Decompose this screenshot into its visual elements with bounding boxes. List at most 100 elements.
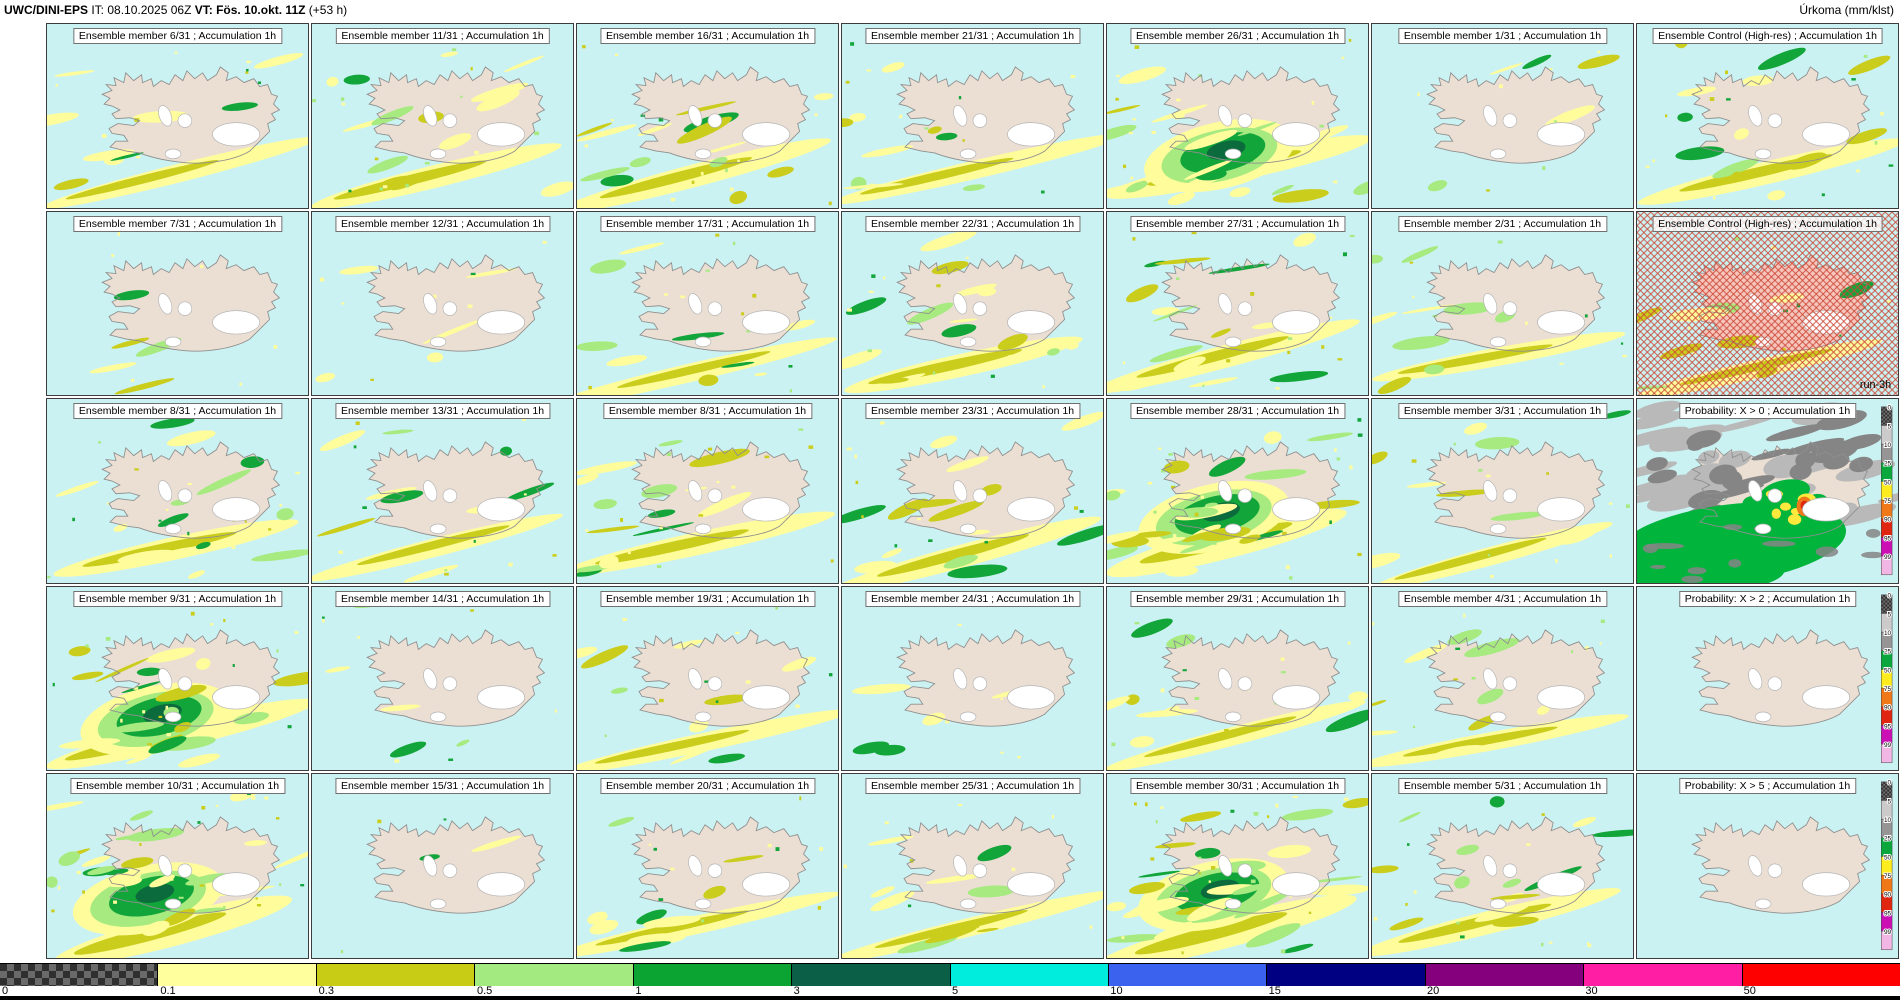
legend-label: 0.3 bbox=[318, 985, 334, 997]
probability-colorbar-label: 50 bbox=[1884, 667, 1892, 674]
legend-label: 1 bbox=[635, 985, 642, 997]
map-panel: Ensemble member 19/31 ; Accumulation 1h bbox=[576, 585, 839, 772]
map-panel: Ensemble member 8/31 ; Accumulation 1h bbox=[576, 398, 839, 584]
panel-title: Ensemble member 23/31 ; Accumulation 1h bbox=[864, 403, 1081, 420]
legend-label: 30 bbox=[1585, 985, 1598, 997]
legend-band bbox=[1267, 964, 1426, 986]
probability-colorbar: 0 5 10 25 50 75 90 95 99 bbox=[1881, 779, 1893, 951]
map-panel: Ensemble member 29/31 ; Accumulation 1h bbox=[1106, 585, 1369, 772]
map-panel: Ensemble Control (High-res) ; Accumulati… bbox=[1636, 23, 1899, 209]
legend-label: 10 bbox=[1110, 985, 1123, 997]
legend-band bbox=[950, 964, 1109, 986]
panel-title: Probability: X > 2 ; Accumulation 1h bbox=[1678, 590, 1857, 607]
legend-band bbox=[475, 964, 634, 986]
panel-title: Ensemble member 21/31 ; Accumulation 1h bbox=[864, 28, 1081, 44]
header-text-segment: VT: Fös. 10.okt. 11Z bbox=[194, 3, 309, 17]
probability-colorbar-label: 50 bbox=[1884, 855, 1892, 862]
glacier-areas bbox=[158, 480, 261, 535]
glacier-areas bbox=[688, 480, 791, 535]
probability-colorbar-label: 10 bbox=[1884, 630, 1892, 637]
probability-colorbar-label: 0 bbox=[1888, 405, 1892, 412]
legend-band bbox=[1742, 964, 1900, 986]
panel-title: Ensemble member 15/31 ; Accumulation 1h bbox=[334, 778, 551, 795]
iceland-map bbox=[1107, 399, 1368, 583]
glacier-areas bbox=[423, 855, 526, 910]
glacier-areas bbox=[1483, 105, 1586, 160]
panel-title: Ensemble member 5/31 ; Accumulation 1h bbox=[1397, 778, 1608, 795]
panel-title: Ensemble member 7/31 ; Accumulation 1h bbox=[72, 215, 283, 232]
legend-band bbox=[1108, 964, 1268, 986]
map-panel: Ensemble member 4/31 ; Accumulation 1h bbox=[1371, 585, 1634, 772]
map-panel: Ensemble member 23/31 ; Accumulation 1h bbox=[841, 398, 1104, 584]
panel-title: Ensemble member 16/31 ; Accumulation 1h bbox=[599, 28, 816, 44]
panel-title: Ensemble member 19/31 ; Accumulation 1h bbox=[599, 590, 816, 607]
header-text-segment: IT: 08.10.2025 06Z bbox=[91, 3, 195, 17]
panel-title: Ensemble member 4/31 ; Accumulation 1h bbox=[1397, 590, 1608, 607]
glacier-areas bbox=[423, 480, 526, 535]
bottom-border-bar bbox=[0, 996, 1900, 1000]
glacier-areas bbox=[688, 292, 791, 347]
header-text-segment: (+53 h) bbox=[308, 3, 348, 17]
legend-label: 0.1 bbox=[160, 985, 176, 997]
legend-band bbox=[158, 964, 317, 986]
map-panel: Ensemble member 25/31 ; Accumulation 1h bbox=[841, 773, 1104, 959]
legend-band bbox=[1584, 964, 1743, 986]
glacier-areas bbox=[953, 105, 1056, 160]
glacier-areas bbox=[688, 105, 791, 160]
probability-colorbar-label: 95 bbox=[1884, 536, 1892, 543]
iceland-map bbox=[842, 774, 1103, 958]
glacier-areas bbox=[423, 667, 526, 722]
legend-label: 0 bbox=[2, 985, 9, 997]
glacier-areas bbox=[1218, 667, 1321, 722]
panel-title: Ensemble member 24/31 ; Accumulation 1h bbox=[864, 590, 1081, 607]
probability-colorbar-label: 5 bbox=[1888, 424, 1892, 431]
probability-colorbar-label: 5 bbox=[1888, 799, 1892, 806]
iceland-map bbox=[312, 774, 573, 958]
glacier-areas bbox=[1218, 480, 1321, 535]
iceland-map bbox=[47, 24, 308, 208]
probability-colorbar-label: 90 bbox=[1884, 705, 1892, 712]
iceland-map bbox=[47, 586, 308, 771]
probability-colorbar-label: 25 bbox=[1884, 649, 1892, 656]
panel-title: Ensemble member 30/31 ; Accumulation 1h bbox=[1129, 778, 1346, 795]
panel-title: Ensemble member 6/31 ; Accumulation 1h bbox=[72, 28, 283, 44]
glacier-areas bbox=[1748, 480, 1851, 535]
probability-colorbar-label: 99 bbox=[1884, 929, 1892, 936]
map-panel: Ensemble member 1/31 ; Accumulation 1h bbox=[1371, 23, 1634, 209]
panel-title: Ensemble member 1/31 ; Accumulation 1h bbox=[1397, 28, 1608, 44]
panel-title: Ensemble member 8/31 ; Accumulation 1h bbox=[72, 403, 283, 420]
legend-label: 5 bbox=[952, 985, 959, 997]
map-panel: Ensemble member 17/31 ; Accumulation 1h bbox=[576, 210, 839, 397]
panel-title: Ensemble member 28/31 ; Accumulation 1h bbox=[1129, 403, 1346, 420]
glacier-areas bbox=[1748, 667, 1851, 722]
map-panel: 0 5 10 25 50 75 90 95 99 Probability: X > 2 ; Acc… bbox=[1636, 585, 1899, 772]
map-panel: Ensemble member 27/31 ; Accumulation 1h bbox=[1106, 210, 1369, 397]
map-panel: Ensemble member 20/31 ; Accumulation 1h bbox=[576, 773, 839, 959]
panel-title: Ensemble member 12/31 ; Accumulation 1h bbox=[334, 215, 551, 232]
glacier-areas bbox=[953, 667, 1056, 722]
map-panel: Ensemble member 24/31 ; Accumulation 1h bbox=[841, 585, 1104, 772]
probability-colorbar-label: 25 bbox=[1884, 461, 1892, 468]
map-panel: Ensemble member 13/31 ; Accumulation 1h bbox=[311, 398, 574, 584]
iceland-map bbox=[312, 399, 573, 583]
map-panel: Ensemble member 22/31 ; Accumulation 1h bbox=[841, 210, 1104, 397]
iceland-map bbox=[1107, 24, 1368, 208]
iceland-map bbox=[842, 211, 1103, 396]
map-panel: Ensemble member 28/31 ; Accumulation 1h bbox=[1106, 398, 1369, 584]
legend-band bbox=[0, 964, 159, 986]
glacier-areas bbox=[1748, 105, 1851, 160]
panel-title: Ensemble member 3/31 ; Accumulation 1h bbox=[1397, 403, 1608, 420]
probability-colorbar-label: 99 bbox=[1884, 554, 1892, 561]
panel-title: Ensemble member 2/31 ; Accumulation 1h bbox=[1397, 215, 1608, 232]
iceland-map bbox=[842, 586, 1103, 771]
iceland-map bbox=[577, 399, 838, 583]
glacier-areas bbox=[953, 855, 1056, 910]
glacier-areas bbox=[1748, 855, 1851, 910]
iceland-map bbox=[577, 774, 838, 958]
header-bar: UWC/DINI-EPS IT: 08.10.2025 06Z VT: Fös.… bbox=[0, 0, 1900, 22]
glacier-areas bbox=[1218, 855, 1321, 910]
legend-label: 15 bbox=[1268, 985, 1281, 997]
probability-colorbar: 0 5 10 25 50 75 90 95 99 bbox=[1881, 404, 1893, 576]
iceland-map bbox=[1107, 586, 1368, 771]
legend-label: 3 bbox=[793, 985, 800, 997]
